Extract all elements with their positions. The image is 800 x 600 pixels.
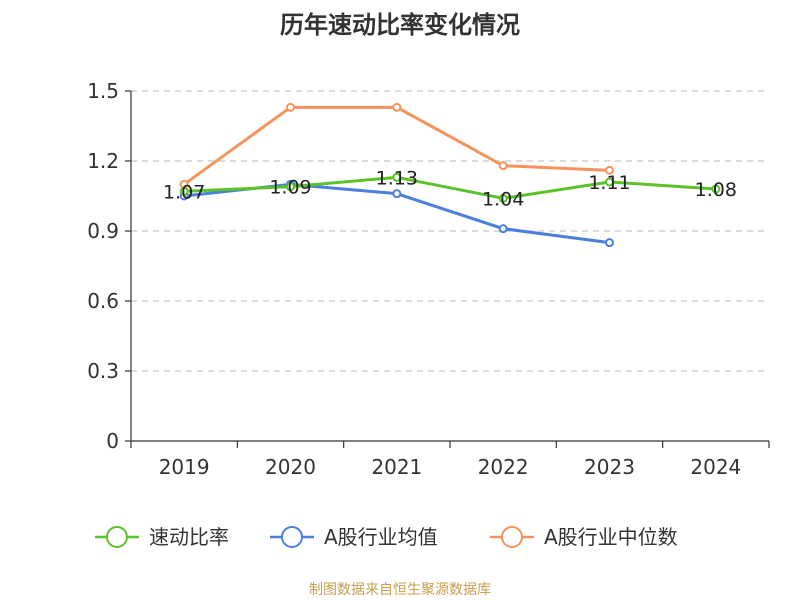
- legend-marker-icon: [501, 526, 523, 548]
- x-tick-label: 2024: [690, 455, 741, 479]
- x-tick-label: 2022: [478, 455, 529, 479]
- data-point: [605, 238, 614, 248]
- y-tick-label: 1.5: [87, 79, 119, 103]
- data-label: 1.11: [588, 172, 630, 194]
- data-point: [498, 224, 508, 234]
- chart-title: 历年速动比率变化情况: [280, 11, 520, 39]
- x-tick-label: 2020: [265, 455, 316, 479]
- data-label-layer: 1.07 1.09 1.13 1.04 1.11 1.08: [163, 167, 737, 210]
- data-point: [286, 182, 295, 192]
- data-label: 1.13: [376, 167, 418, 189]
- legend-label: A股行业均值: [324, 525, 438, 549]
- data-point: [711, 184, 721, 194]
- data-point: [605, 177, 614, 187]
- y-tick-label: 0: [106, 429, 119, 453]
- legend-label: A股行业中位数: [544, 525, 678, 549]
- y-tick-label: 1.2: [87, 149, 119, 173]
- x-tick-label: 2019: [159, 455, 210, 479]
- data-point: [392, 189, 402, 199]
- y-tick-label: 0.9: [87, 219, 119, 243]
- data-label: 1.08: [695, 179, 737, 201]
- legend-label: 速动比率: [149, 525, 229, 549]
- source-note: 制图数据来自恒生聚源数据库: [309, 582, 491, 598]
- legend: 速动比率 A股行业均值 A股行业中位数: [95, 525, 678, 549]
- data-point: [179, 186, 189, 196]
- grid-layer: [131, 90, 769, 372]
- y-tick-label: 0.6: [87, 289, 119, 313]
- series-layer: [179, 102, 721, 248]
- x-tick-label: 2021: [371, 455, 422, 479]
- x-tick-label: 2023: [584, 455, 635, 479]
- axis-layer: 0 0.3 0.6 0.9 1.2 1.5 2019 2020 2021 2022 2023 2024: [87, 79, 770, 479]
- legend-marker-icon: [106, 526, 128, 548]
- data-point: [498, 193, 508, 203]
- data-point: [605, 165, 614, 175]
- data-point: [392, 102, 402, 112]
- series-line: [184, 175, 716, 200]
- data-label: 1.07: [163, 181, 205, 203]
- legend-item[interactable]: A股行业均值: [270, 525, 438, 549]
- legend-marker-icon: [281, 526, 303, 548]
- data-label: 1.04: [482, 188, 524, 210]
- y-tick-label: 0.3: [87, 359, 119, 383]
- legend-item[interactable]: 速动比率: [95, 525, 229, 549]
- data-point: [286, 102, 295, 112]
- data-point: [498, 161, 508, 171]
- data-point: [392, 172, 402, 182]
- data-label: 1.09: [269, 177, 311, 199]
- legend-item[interactable]: A股行业中位数: [490, 525, 678, 549]
